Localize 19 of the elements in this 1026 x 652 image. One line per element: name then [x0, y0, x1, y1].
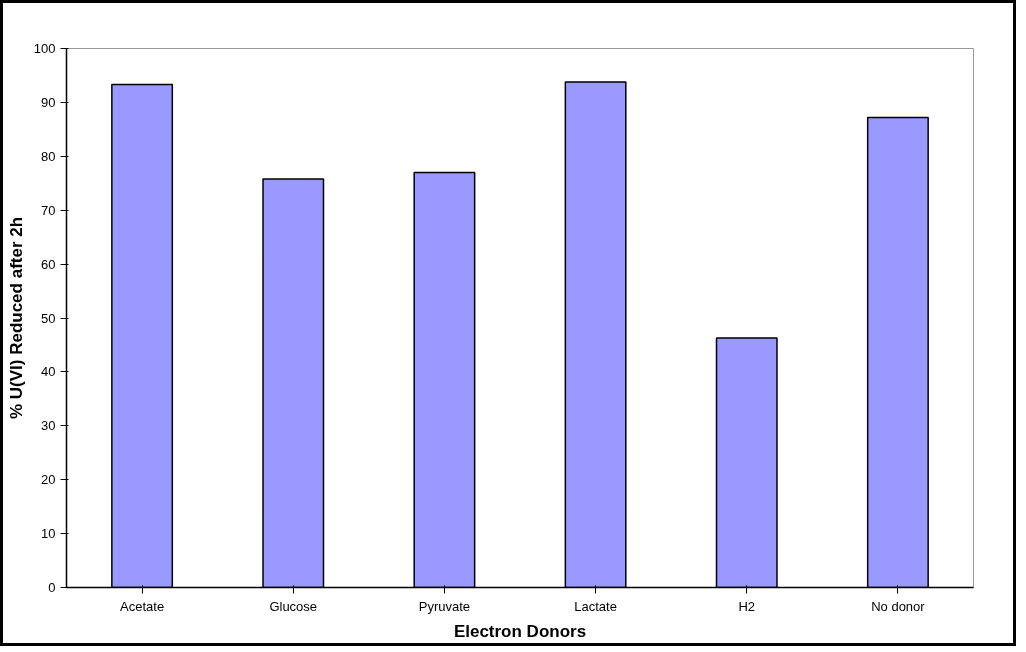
x-tick-label: Lactate — [574, 598, 617, 614]
x-axis-title: Electron Donors — [453, 621, 587, 641]
x-tick-label: H2 — [738, 598, 756, 614]
y-tick-label: 20 — [41, 472, 56, 488]
y-tick-label: 40 — [41, 364, 56, 380]
y-tick-label: 10 — [41, 526, 56, 542]
y-tick-label: 70 — [41, 202, 56, 218]
y-tick-label: 80 — [41, 148, 56, 164]
x-tick-label: Pyruvate — [418, 598, 471, 614]
y-tick-label: 100 — [33, 41, 56, 56]
y-tick-label: 0 — [48, 580, 56, 595]
x-tick-label: Acetate — [120, 598, 165, 614]
y-axis-title: % U(VI) Reduced after 2h — [6, 216, 26, 420]
y-tick-label: 60 — [41, 256, 56, 272]
y-tick-label: 50 — [41, 310, 56, 326]
x-tick-label: No donor — [871, 598, 926, 614]
x-tick-label: Glucose — [269, 598, 318, 614]
y-tick-label: 90 — [41, 94, 56, 110]
y-tick-label: 30 — [41, 418, 56, 434]
